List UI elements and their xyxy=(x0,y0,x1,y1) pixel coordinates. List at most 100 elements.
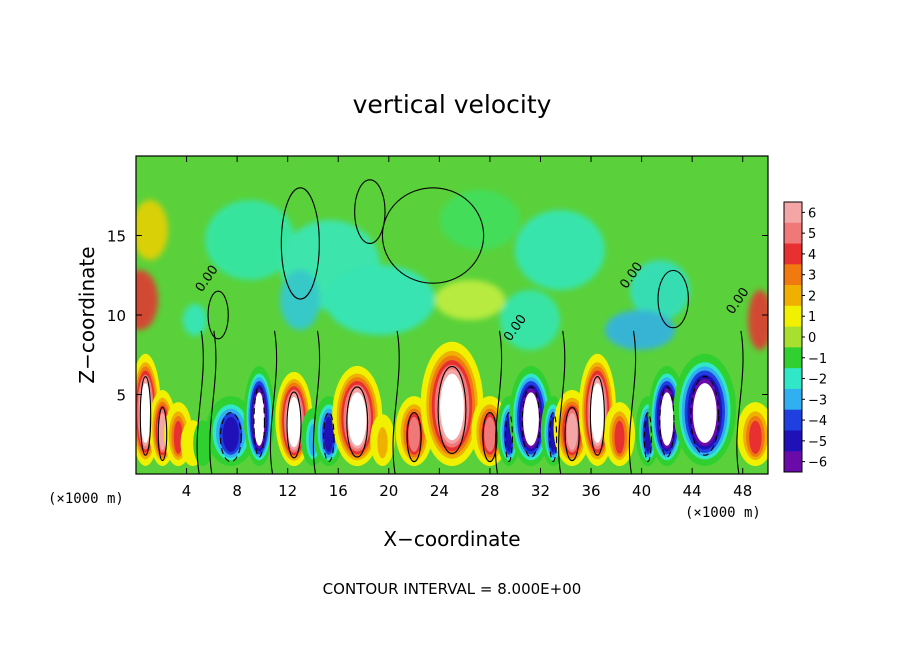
colorbar-swatch-12 xyxy=(784,451,802,473)
colorbar-label-12: −6 xyxy=(808,456,827,471)
colorbar-swatch-6 xyxy=(784,326,802,348)
x-tick-label-11: 48 xyxy=(733,482,752,500)
zero-contour-6 xyxy=(558,330,566,474)
cell-20-band-4 xyxy=(614,420,625,454)
colorbar-swatch-7 xyxy=(784,347,802,369)
contour-6 xyxy=(253,386,265,458)
x-tick-label-1: 8 xyxy=(232,482,242,500)
cell-0-band-8 xyxy=(141,387,150,440)
cell-4-band-1 xyxy=(197,429,209,462)
contour-22 xyxy=(659,386,675,458)
colorbar-label-5: 1 xyxy=(808,310,816,325)
y-axis-label: Z−coordinate xyxy=(75,246,99,383)
x-tick-label-2: 12 xyxy=(278,482,297,500)
colorbar-label-6: 0 xyxy=(808,331,816,346)
velocity-field xyxy=(136,190,768,467)
cell-11 xyxy=(370,414,395,466)
cell-13-band-8 xyxy=(442,378,462,437)
colorbar-swatch-3 xyxy=(784,264,802,286)
x-unit-note-left: (×1000 m) xyxy=(48,491,124,507)
cell-6 xyxy=(243,365,275,467)
chart-title: vertical velocity xyxy=(353,90,552,119)
cell-23-band-8 xyxy=(695,387,714,440)
cell-11-band-2 xyxy=(377,427,388,459)
cell-16-band-8 xyxy=(525,396,537,443)
cell-16 xyxy=(509,365,553,467)
cell-1-band-6 xyxy=(158,413,167,450)
colorbar-label-7: −1 xyxy=(808,352,827,367)
contour-18 xyxy=(564,406,580,462)
colorbar-swatch-1 xyxy=(784,222,802,245)
colorbar-label-4: 2 xyxy=(808,289,816,304)
cell-12-band-5 xyxy=(408,416,420,452)
colorbar-label-1: 5 xyxy=(808,227,816,242)
colorbar-swatch-5 xyxy=(784,305,802,328)
cell-10-band-8 xyxy=(350,396,365,443)
contour-13 xyxy=(437,365,467,454)
cell-14-band-5 xyxy=(484,416,496,452)
contour-9 xyxy=(323,412,335,463)
x-axis-label: X−coordinate xyxy=(383,527,520,551)
colorbar-label-10: −4 xyxy=(808,414,827,429)
colorbar-swatch-9 xyxy=(784,388,802,411)
contour-14 xyxy=(482,412,498,463)
colorbar-label-8: −2 xyxy=(808,373,827,388)
zero-contour-3 xyxy=(312,330,321,474)
contour-21 xyxy=(643,412,652,463)
cell-7-band-8 xyxy=(289,400,299,445)
upper-contour-3 xyxy=(657,269,689,329)
plot-area: 0.000.000.000.00 4 8 12 16 20 24 28 32 36 40 44 48 … xyxy=(107,155,769,500)
colorbar-label-2: 4 xyxy=(808,248,816,263)
updraft-downdraft-cells xyxy=(136,341,768,467)
contour-17 xyxy=(549,412,558,463)
colorbar-swatch-8 xyxy=(784,368,802,390)
colorbar-label-0: 6 xyxy=(808,206,816,221)
contour-15 xyxy=(504,412,513,463)
contour-interval-note: CONTOUR INTERVAL = 8.000E+00 xyxy=(323,580,582,598)
x-tick-label-10: 44 xyxy=(683,482,702,500)
cell-24-band-4 xyxy=(749,420,762,454)
cell-19-band-8 xyxy=(592,387,603,440)
colorbar: 6 5 4 3 2 1 0 −1 −2 −3 −4 −5 −6 xyxy=(783,201,827,473)
upper-contour-2 xyxy=(207,290,229,340)
y-ticks: 5 10 15 xyxy=(107,228,768,405)
x-tick-label-4: 20 xyxy=(379,482,398,500)
cell-18-band-6 xyxy=(566,413,578,450)
contour-5 xyxy=(219,412,242,463)
zero-contour-4 xyxy=(392,330,400,474)
x-tick-label-7: 32 xyxy=(531,482,550,500)
upper-contour-0 xyxy=(280,187,320,300)
x-tick-label-6: 28 xyxy=(480,482,499,500)
zero-contour-8 xyxy=(736,330,744,474)
x-unit-note-right: (×1000 m) xyxy=(685,505,761,521)
cell-22-band-8 xyxy=(662,396,672,443)
zero-contour-5 xyxy=(494,330,503,474)
x-tick-label-5: 24 xyxy=(430,482,449,500)
colorbar-swatch-2 xyxy=(784,243,802,265)
contour-1 xyxy=(157,406,168,462)
zero-contour-0 xyxy=(196,330,204,474)
contour-19 xyxy=(589,376,605,456)
cell-9-band-5 xyxy=(324,416,334,452)
colorbar-swatch-11 xyxy=(784,430,802,452)
y-tick-label-2: 15 xyxy=(107,228,126,246)
cell-2-band-4 xyxy=(173,420,183,454)
contour-23 xyxy=(690,376,720,456)
zero-contour-2 xyxy=(269,330,278,474)
contour-16 xyxy=(521,386,541,458)
cell-10 xyxy=(332,365,383,467)
x-ticks: 4 8 12 16 20 24 28 32 36 40 44 48 xyxy=(182,156,752,500)
x-tick-label-3: 16 xyxy=(329,482,348,500)
colorbar-swatch-0 xyxy=(784,202,802,224)
contour-0 xyxy=(139,376,152,456)
cell-20 xyxy=(604,402,635,467)
x-tick-label-9: 40 xyxy=(632,482,651,500)
colorbar-label-11: −5 xyxy=(808,435,827,450)
colorbar-label-3: 3 xyxy=(808,269,816,284)
cell-13 xyxy=(420,341,484,467)
y-tick-label-1: 10 xyxy=(107,307,126,325)
x-tick-label-0: 4 xyxy=(182,482,192,500)
colorbar-swatch-10 xyxy=(784,409,802,431)
colorbar-label-9: −3 xyxy=(808,393,827,408)
contour-7 xyxy=(286,391,302,459)
